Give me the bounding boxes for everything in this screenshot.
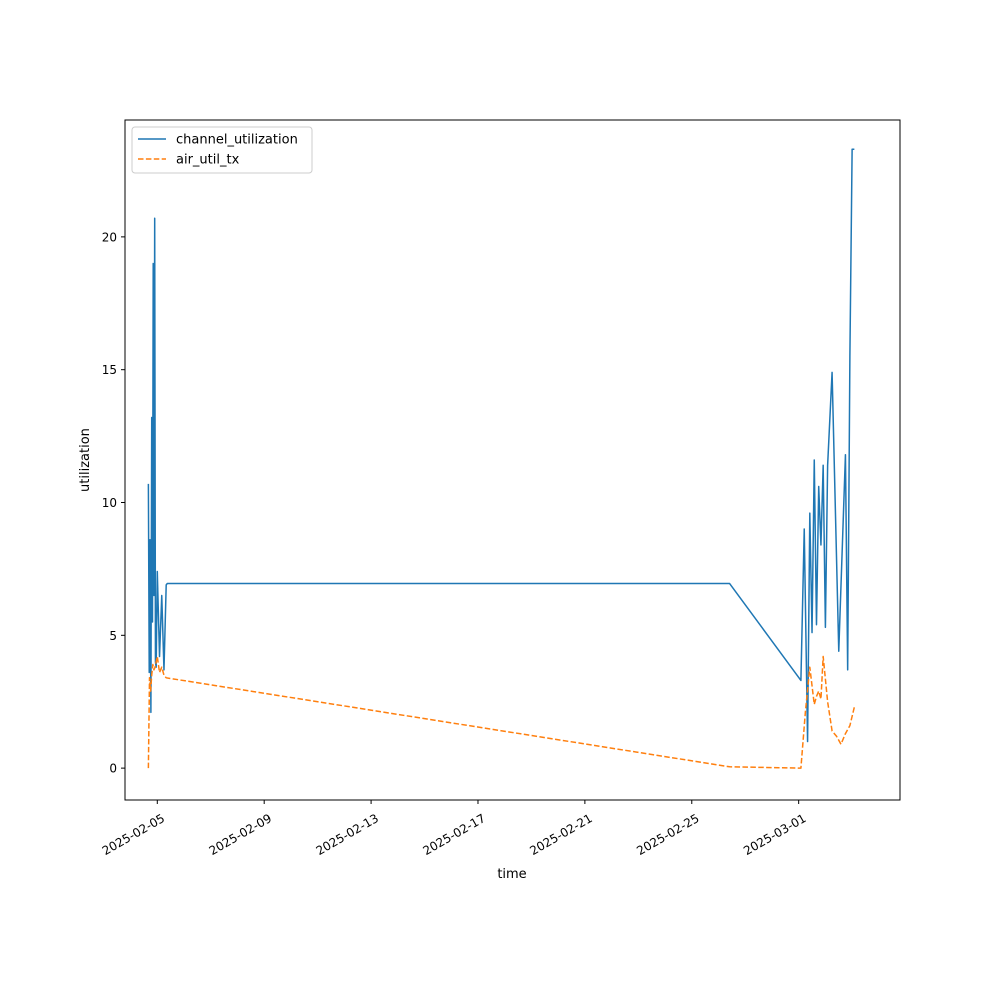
legend: channel_utilization air_util_tx (131, 126, 313, 174)
y-tick-label: 10 (102, 496, 117, 510)
series-lines (147, 148, 856, 769)
y-tick-label: 0 (109, 762, 117, 776)
series-line-channel-utilization (147, 148, 855, 743)
y-tick-label: 15 (102, 363, 117, 377)
y-axis-label: utilization (78, 428, 93, 492)
x-axis-label: time (497, 867, 526, 882)
y-tick-label: 20 (102, 230, 117, 244)
legend-label-air-util-tx: air_util_tx (176, 153, 240, 168)
legend-frame (131, 126, 313, 174)
plot-area-frame (124, 119, 901, 801)
legend-label-channel-utilization: channel_utilization (176, 133, 298, 148)
y-tick-label: 5 (109, 629, 117, 643)
series-line-air-util-tx (147, 655, 856, 769)
y-axis-ticks: 0 5 10 15 20 (102, 230, 125, 776)
